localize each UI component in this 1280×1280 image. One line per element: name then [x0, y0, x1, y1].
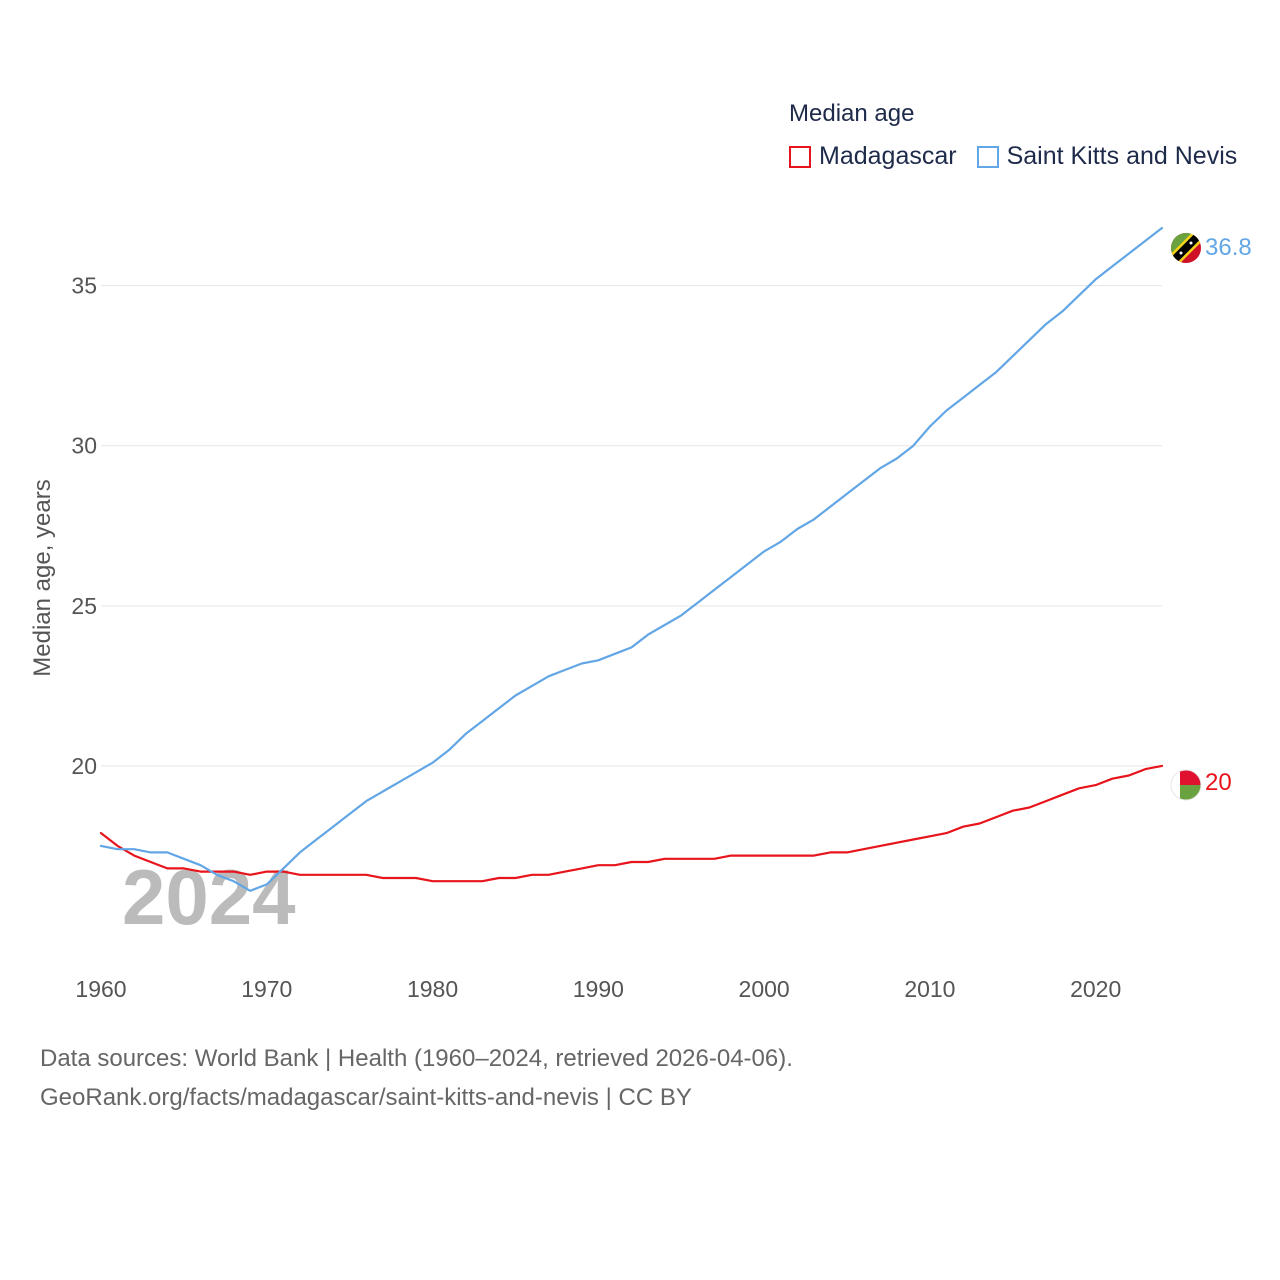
- series-line-saint-kitts-and-nevis[interactable]: [99, 226, 1164, 892]
- legend-swatch-madagascar: [789, 145, 811, 168]
- saint-kitts-and-nevis-flag-icon: [1171, 233, 1201, 263]
- footer-sources: Data sources: World Bank | Health (1960–…: [40, 1045, 793, 1072]
- footer-attribution: GeoRank.org/facts/madagascar/saint-kitts…: [40, 1084, 692, 1111]
- series-lines: [99, 226, 1164, 892]
- y-axis-title: Median age, years: [29, 479, 56, 676]
- y-axis-ticks: 20 25 30 35: [71, 273, 97, 779]
- legend-label-madagascar: Madagascar: [819, 142, 957, 170]
- year-watermark: 2024: [122, 853, 296, 941]
- legend-item-saint-kitts-and-nevis[interactable]: Saint Kitts and Nevis: [976, 142, 1238, 171]
- gridlines: [101, 285, 1162, 767]
- x-tick-label-1960: 1960: [75, 976, 126, 1002]
- saint-kitts-and-nevis-end-value: 36.8: [1205, 234, 1252, 261]
- x-tick-label-2010: 2010: [904, 976, 955, 1002]
- x-tick-label-2000: 2000: [739, 976, 790, 1002]
- x-tick-label-2020: 2020: [1070, 976, 1121, 1002]
- legend-title: Median age: [789, 100, 915, 127]
- legend: Madagascar Saint Kitts and Nevis: [789, 142, 1257, 171]
- madagascar-end-value: 20: [1205, 769, 1232, 796]
- legend-item-madagascar[interactable]: Madagascar: [789, 142, 957, 171]
- y-tick-label-30: 30: [71, 433, 97, 459]
- y-tick-label-25: 25: [71, 593, 97, 619]
- x-tick-label-1990: 1990: [573, 976, 624, 1002]
- madagascar-flag-icon: [1170, 769, 1202, 801]
- y-tick-label-20: 20: [71, 753, 97, 779]
- x-tick-label-1980: 1980: [407, 976, 458, 1002]
- legend-label-saint-kitts-and-nevis: Saint Kitts and Nevis: [1006, 142, 1238, 170]
- x-tick-label-1970: 1970: [241, 976, 292, 1002]
- y-tick-label-35: 35: [71, 273, 97, 299]
- x-axis-ticks: 1960 1970 1980 1990 2000 2010 2020: [75, 976, 1121, 1002]
- series-line-madagascar[interactable]: [99, 764, 1164, 883]
- legend-swatch-saint-kitts-and-nevis: [976, 145, 999, 168]
